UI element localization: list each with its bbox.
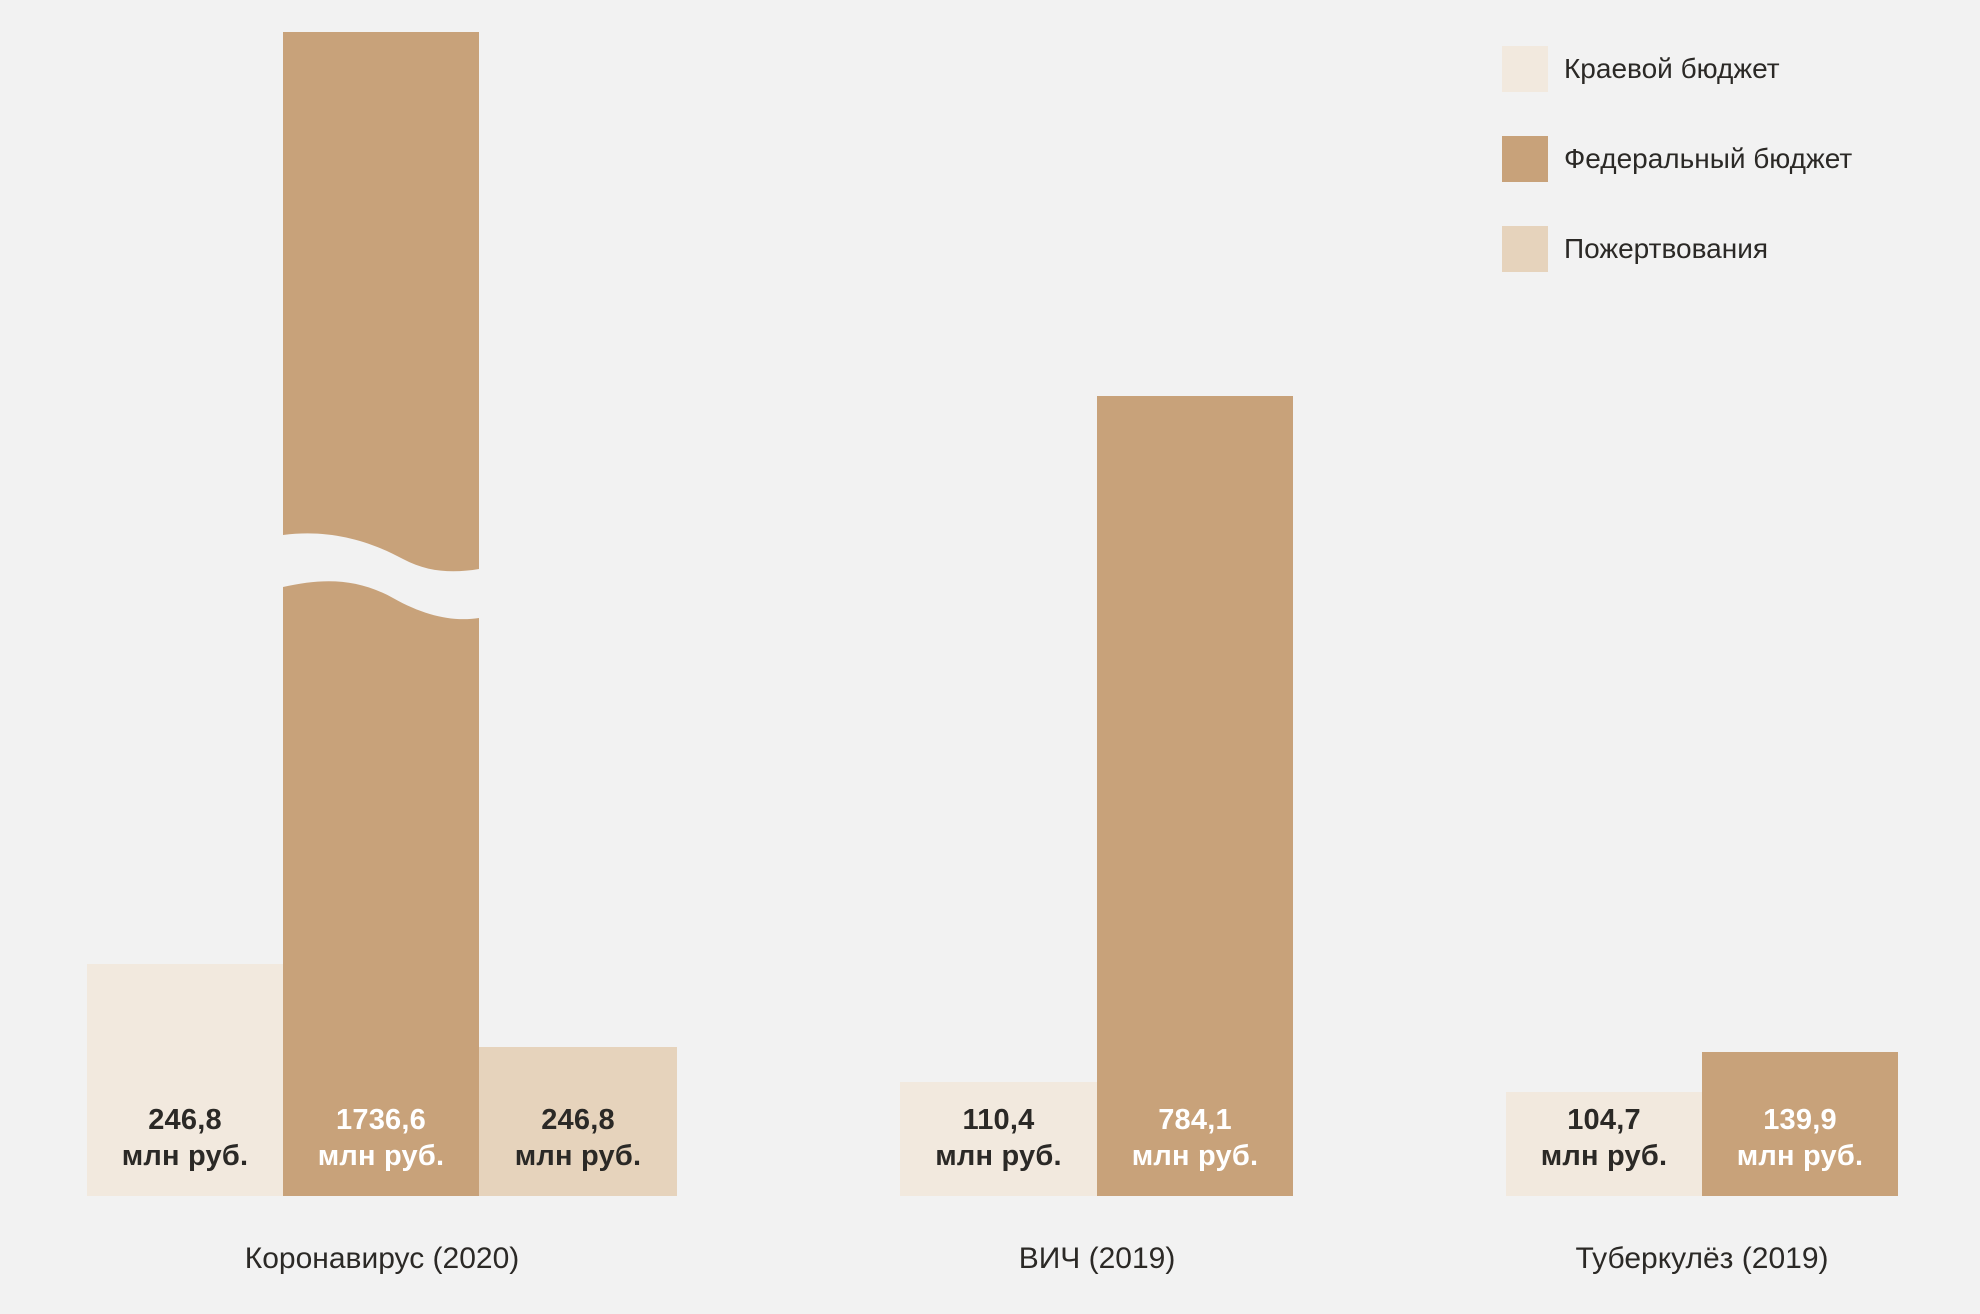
legend-label: Пожертвования [1564,233,1768,264]
bar-tuberculosis-federal: 139,9 млн руб. [1702,1052,1898,1196]
legend-swatch-donations [1502,226,1548,272]
legend-label: Федеральный бюджет [1564,143,1853,174]
category-label-hiv: ВИЧ (2019) [1018,1242,1176,1275]
category-label-coronavirus: Коронавирус (2020) [244,1242,520,1275]
legend-item-federal-budget: Федеральный бюджет [1502,136,1852,182]
bar-coronavirus-donations: 246,8 млн руб. [479,1047,677,1196]
bar-hiv-regional: 110,4 млн руб. [900,1082,1097,1196]
legend-swatch-regional-budget [1502,46,1548,92]
legend-swatch-federal-budget [1502,136,1548,182]
bar-value-label: 784,1 млн руб. [1131,1104,1259,1172]
legend-item-regional-budget: Краевой бюджет [1502,46,1852,92]
bar-value-label: 139,9 млн руб. [1736,1104,1864,1172]
bar-hiv-federal: 784,1 млн руб. [1097,396,1293,1196]
bar-value-label: 1736,6 млн руб. [317,1104,445,1172]
bar-value-label: 246,8 млн руб. [121,1104,249,1172]
legend-item-donations: Пожертвования [1502,226,1852,272]
bar-value-label: 246,8 млн руб. [514,1104,642,1172]
axis-break-wave [283,533,479,620]
legend: Краевой бюджет Федеральный бюджет Пожерт… [1502,46,1852,316]
bar-value-label: 110,4 млн руб. [935,1104,1062,1172]
legend-label: Краевой бюджет [1564,53,1780,84]
category-label-tuberculosis: Туберкулёз (2019) [1575,1242,1829,1275]
bar-coronavirus-regional: 246,8 млн руб. [87,964,283,1196]
bar-value-label: 104,7 млн руб. [1540,1104,1668,1172]
bar-tuberculosis-regional: 104,7 млн руб. [1506,1092,1702,1196]
